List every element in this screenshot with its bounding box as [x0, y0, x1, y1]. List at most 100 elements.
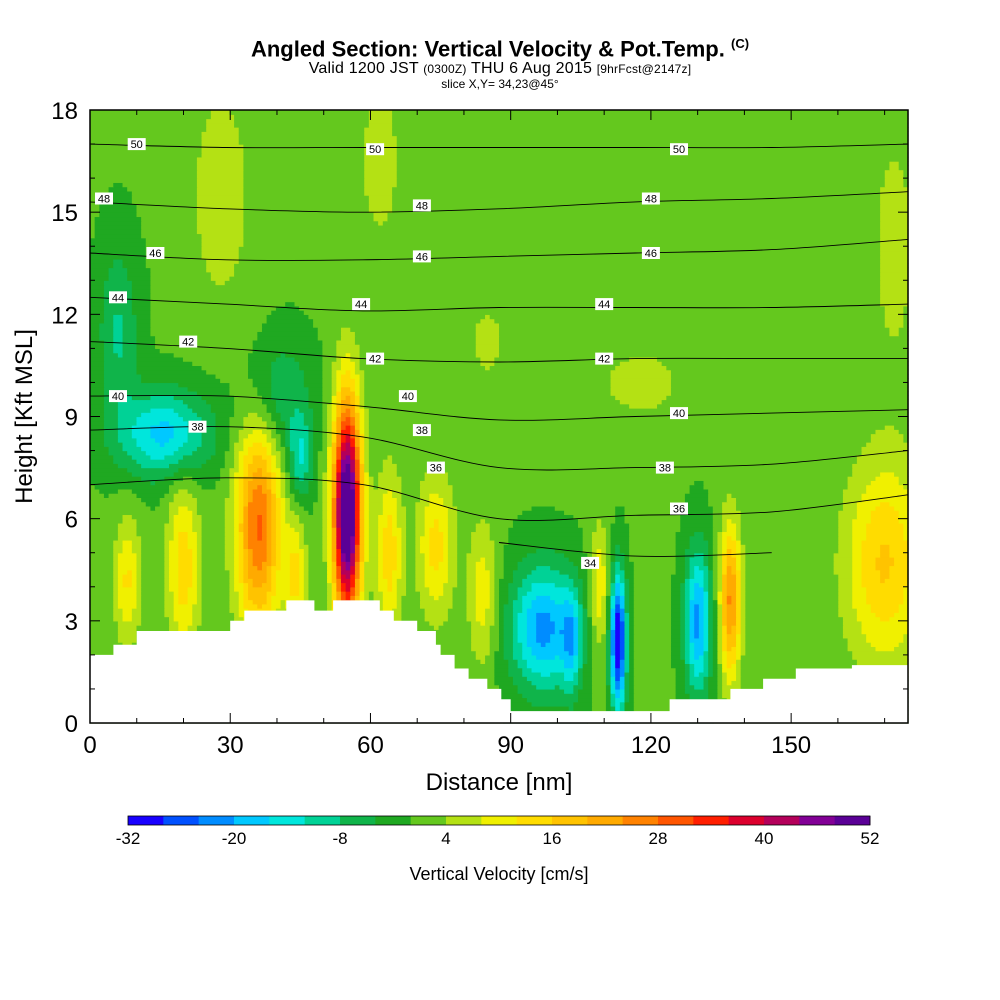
- velocity-cell: [243, 578, 254, 584]
- velocity-cell: [90, 288, 105, 294]
- velocity-cell: [303, 531, 323, 537]
- velocity-cell: [740, 659, 858, 665]
- velocity-cell: [512, 676, 528, 682]
- velocity-cell: [624, 663, 630, 669]
- velocity-cell: [164, 565, 170, 571]
- isotherm-label-box: [95, 192, 113, 205]
- velocity-cell: [308, 467, 314, 473]
- velocity-cell: [540, 642, 547, 647]
- velocity-cell: [489, 578, 495, 584]
- velocity-cell: [90, 429, 105, 435]
- velocity-cell: [675, 535, 691, 541]
- velocity-cell: [331, 544, 337, 550]
- velocity-cell: [234, 574, 240, 579]
- velocity-cell: [605, 578, 612, 584]
- velocity-cell: [578, 616, 584, 622]
- velocity-cell: [229, 446, 235, 452]
- velocity-cell: [866, 586, 904, 592]
- velocity-cell: [336, 510, 342, 516]
- velocity-cell: [141, 599, 165, 605]
- velocity-cell: [447, 578, 458, 584]
- velocity-cell: [629, 403, 658, 409]
- velocity-cell: [610, 378, 672, 384]
- velocity-cell: [285, 425, 291, 430]
- velocity-cell: [582, 637, 588, 643]
- velocity-cell: [90, 224, 96, 230]
- velocity-cell: [271, 608, 277, 613]
- velocity-cell: [364, 514, 370, 520]
- velocity-cell: [406, 552, 416, 558]
- velocity-cell: [605, 582, 612, 588]
- velocity-cell: [708, 659, 714, 665]
- x-tick-label: 90: [497, 732, 524, 759]
- velocity-cell: [322, 480, 328, 486]
- velocity-cell: [90, 173, 198, 179]
- velocity-cell: [122, 352, 138, 358]
- velocity-cell: [350, 544, 356, 550]
- velocity-cell: [712, 514, 723, 520]
- velocity-cell: [517, 616, 528, 622]
- velocity-cell: [243, 144, 365, 149]
- velocity-cell: [238, 595, 244, 601]
- velocity-cell: [141, 578, 165, 584]
- velocity-cell: [680, 527, 714, 533]
- velocity-cell: [587, 646, 593, 652]
- velocity-cell: [745, 544, 839, 550]
- velocity-cell: [308, 574, 328, 579]
- velocity-cell: [499, 335, 909, 341]
- velocity-cell: [354, 586, 361, 592]
- velocity-cell: [401, 565, 407, 571]
- velocity-cell: [173, 591, 179, 596]
- velocity-cell: [689, 544, 709, 550]
- velocity-cell: [90, 131, 203, 137]
- velocity-cell: [187, 403, 212, 409]
- velocity-cell: [294, 467, 310, 473]
- velocity-cell: [294, 450, 300, 456]
- velocity-cell: [615, 548, 621, 554]
- velocity-cell: [503, 603, 514, 609]
- velocity-cell: [280, 501, 286, 507]
- velocity-cell: [322, 386, 333, 392]
- velocity-cell: [591, 697, 607, 703]
- velocity-cell: [354, 463, 361, 469]
- velocity-cell: [350, 535, 356, 541]
- isotherm-label-box: [109, 390, 127, 403]
- velocity-cell: [522, 654, 537, 660]
- velocity-cell: [717, 586, 723, 592]
- velocity-cell: [573, 620, 579, 626]
- velocity-cell: [605, 561, 612, 567]
- velocity-cell: [512, 518, 579, 524]
- velocity-cell: [689, 633, 695, 639]
- velocity-cell: [694, 591, 705, 596]
- velocity-cell: [689, 667, 695, 673]
- velocity-cell: [303, 450, 310, 456]
- velocity-cell: [280, 454, 286, 460]
- velocity-cell: [443, 620, 472, 626]
- velocity-cell: [359, 471, 365, 477]
- velocity-cell: [266, 518, 272, 524]
- velocity-cell: [322, 390, 333, 396]
- velocity-cell: [90, 314, 105, 320]
- velocity-cell: [141, 229, 198, 235]
- velocity-cell: [303, 459, 310, 464]
- velocity-cell: [122, 608, 133, 613]
- velocity-cell: [591, 569, 598, 575]
- velocity-cell: [396, 152, 909, 158]
- velocity-cell: [90, 505, 152, 511]
- velocity-cell: [717, 684, 723, 690]
- velocity-cell: [624, 518, 681, 524]
- colorbar-tick-label: 52: [861, 829, 880, 848]
- velocity-cell: [615, 365, 667, 371]
- velocity-cell: [136, 565, 142, 571]
- velocity-cell: [698, 629, 705, 635]
- velocity-cell: [680, 616, 686, 622]
- velocity-cell: [736, 633, 742, 639]
- velocity-cell: [331, 395, 337, 401]
- velocity-cell: [392, 578, 398, 584]
- velocity-cell: [717, 574, 723, 579]
- velocity-cell: [466, 599, 477, 605]
- velocity-cell: [740, 527, 839, 533]
- velocity-cell: [447, 616, 468, 622]
- velocity-cell: [359, 552, 365, 558]
- velocity-cell: [327, 425, 333, 430]
